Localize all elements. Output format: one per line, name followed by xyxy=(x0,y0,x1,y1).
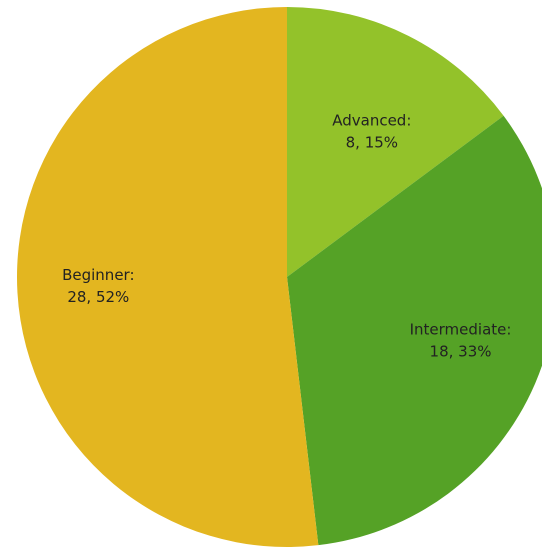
pie-slice xyxy=(287,115,542,546)
slice-value-label: 28, 52% xyxy=(67,288,129,306)
slice-label: Advanced: xyxy=(332,112,411,130)
slice-label: Intermediate: xyxy=(410,321,512,339)
slice-value-label: 8, 15% xyxy=(346,134,398,152)
pie-slice xyxy=(287,7,504,277)
pie-slice xyxy=(17,7,319,547)
slice-label: Beginner: xyxy=(62,266,134,284)
slice-value-label: 18, 33% xyxy=(430,343,492,361)
